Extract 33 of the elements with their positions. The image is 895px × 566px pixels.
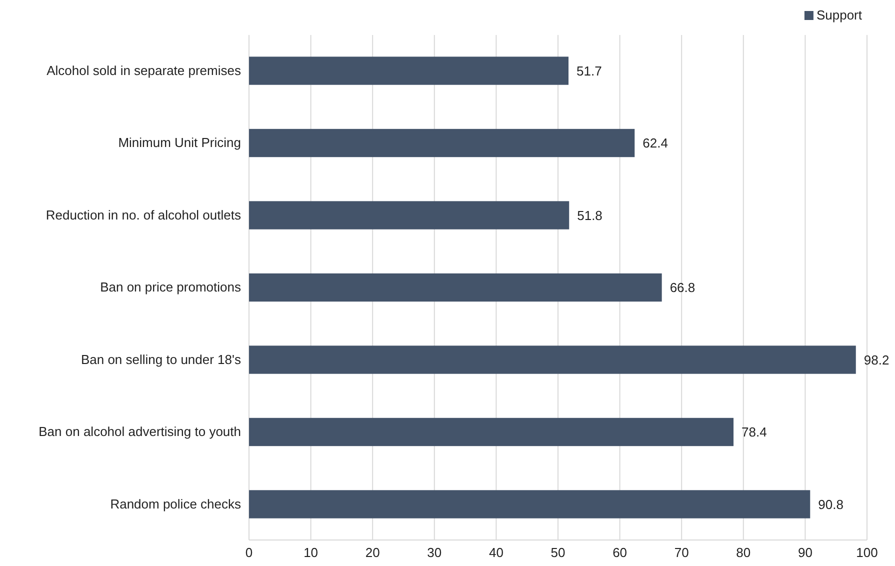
legend-label: Support	[816, 8, 862, 23]
x-tick-label: 30	[427, 545, 442, 560]
y-tick-label: Reduction in no. of alcohol outlets	[46, 207, 242, 222]
x-tick-label: 90	[798, 545, 812, 560]
x-tick-label: 60	[612, 545, 628, 560]
bar	[249, 273, 662, 302]
data-label: 78.4	[742, 424, 767, 440]
x-tick-label: 80	[736, 545, 751, 560]
y-tick-label: Ban on alcohol advertising to youth	[38, 424, 241, 440]
x-tick-label: 10	[304, 545, 318, 560]
data-label: 51.7	[576, 63, 602, 78]
x-tick-label: 20	[365, 545, 380, 560]
bar	[249, 490, 810, 518]
y-tick-label: Random police checks	[110, 496, 242, 512]
data-label: 62.4	[642, 136, 668, 151]
x-tick-label: 40	[488, 545, 504, 560]
x-tick-label: 0	[245, 545, 253, 560]
y-tick-label: Ban on price promotions	[100, 280, 242, 295]
bar	[249, 346, 856, 374]
bar	[249, 56, 569, 85]
bar	[249, 128, 635, 158]
x-tick-label: 50	[550, 545, 566, 560]
bar	[249, 201, 570, 230]
x-tick-label: 70	[674, 545, 689, 560]
data-label: 66.8	[670, 280, 696, 296]
data-label: 90.8	[818, 496, 844, 512]
y-tick-label: Ban on selling to under 18's	[80, 352, 242, 367]
y-tick-label: Alcohol sold in separate premises	[46, 62, 242, 78]
data-label: 98.2	[864, 352, 890, 368]
y-tick-label: Minimum Unit Pricing	[118, 135, 241, 150]
bar	[249, 418, 734, 446]
data-label: 51.8	[577, 208, 602, 223]
x-tick-label: 100	[856, 545, 878, 560]
